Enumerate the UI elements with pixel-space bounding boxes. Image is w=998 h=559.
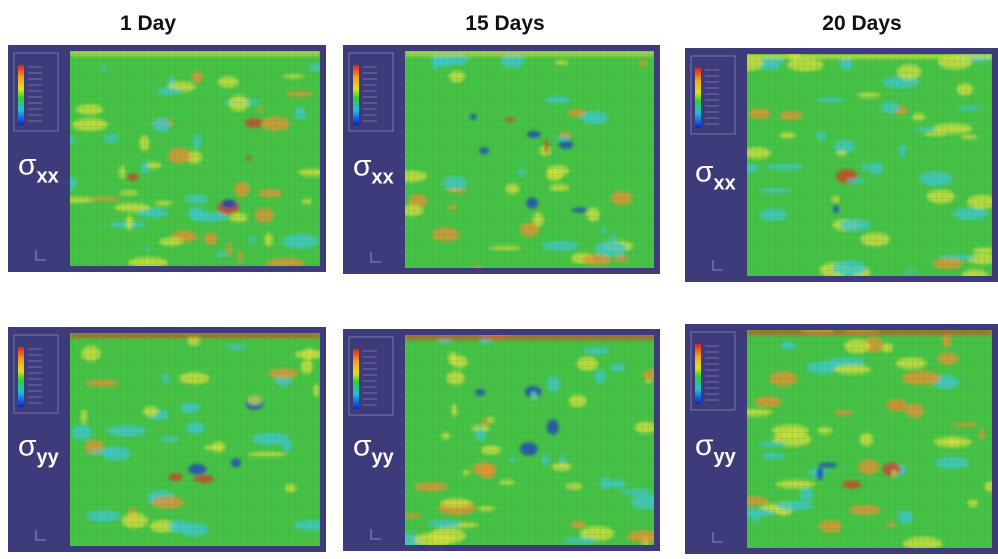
mesh <box>70 51 320 266</box>
mesh <box>70 333 320 546</box>
row-label-symbol: σ <box>695 155 714 188</box>
contour-field <box>57 51 328 271</box>
legend-colorbar <box>695 68 701 128</box>
contour-field <box>394 51 654 269</box>
mesh <box>405 51 654 268</box>
row-label-symbol: σ <box>18 148 37 181</box>
mesh <box>405 335 654 545</box>
legend-colorbar <box>18 65 24 125</box>
row-label-subscript: xx <box>372 167 394 189</box>
legend-colorbar <box>18 347 24 407</box>
row-label-symbol: σ <box>695 429 714 462</box>
legend-colorbar <box>695 344 701 404</box>
contour-panel: σyy <box>8 327 327 552</box>
legend-colorbar <box>353 349 359 409</box>
contour-panel: σyy <box>343 329 662 551</box>
row-label-symbol: σ <box>353 430 372 463</box>
row-label-symbol: σ <box>18 429 37 462</box>
contour-field <box>734 50 997 282</box>
column-title: 1 Day <box>120 12 176 35</box>
row-label-symbol: σ <box>353 150 372 183</box>
contour-field <box>390 332 662 548</box>
contour-field <box>736 328 998 551</box>
mesh <box>747 54 992 276</box>
contour-panel: σxx <box>8 45 328 272</box>
contour-panel: σxx <box>685 48 998 282</box>
row-label-subscript: xx <box>714 172 736 194</box>
contour-panel: σyy <box>685 324 998 554</box>
column-title: 20 Days <box>822 12 901 35</box>
row-label-subscript: yy <box>37 446 60 468</box>
row-label-subscript: yy <box>714 446 737 468</box>
legend-colorbar <box>353 65 359 125</box>
figure: 1 Day15 Days20 Daysσxxσxxσxxσyyσyyσyy <box>0 0 998 559</box>
row-label-subscript: xx <box>37 165 59 187</box>
row-label-subscript: yy <box>372 447 395 469</box>
contour-panel: σxx <box>343 45 660 274</box>
contour-field <box>70 333 327 546</box>
column-title: 15 Days <box>465 12 544 35</box>
mesh <box>747 330 992 548</box>
